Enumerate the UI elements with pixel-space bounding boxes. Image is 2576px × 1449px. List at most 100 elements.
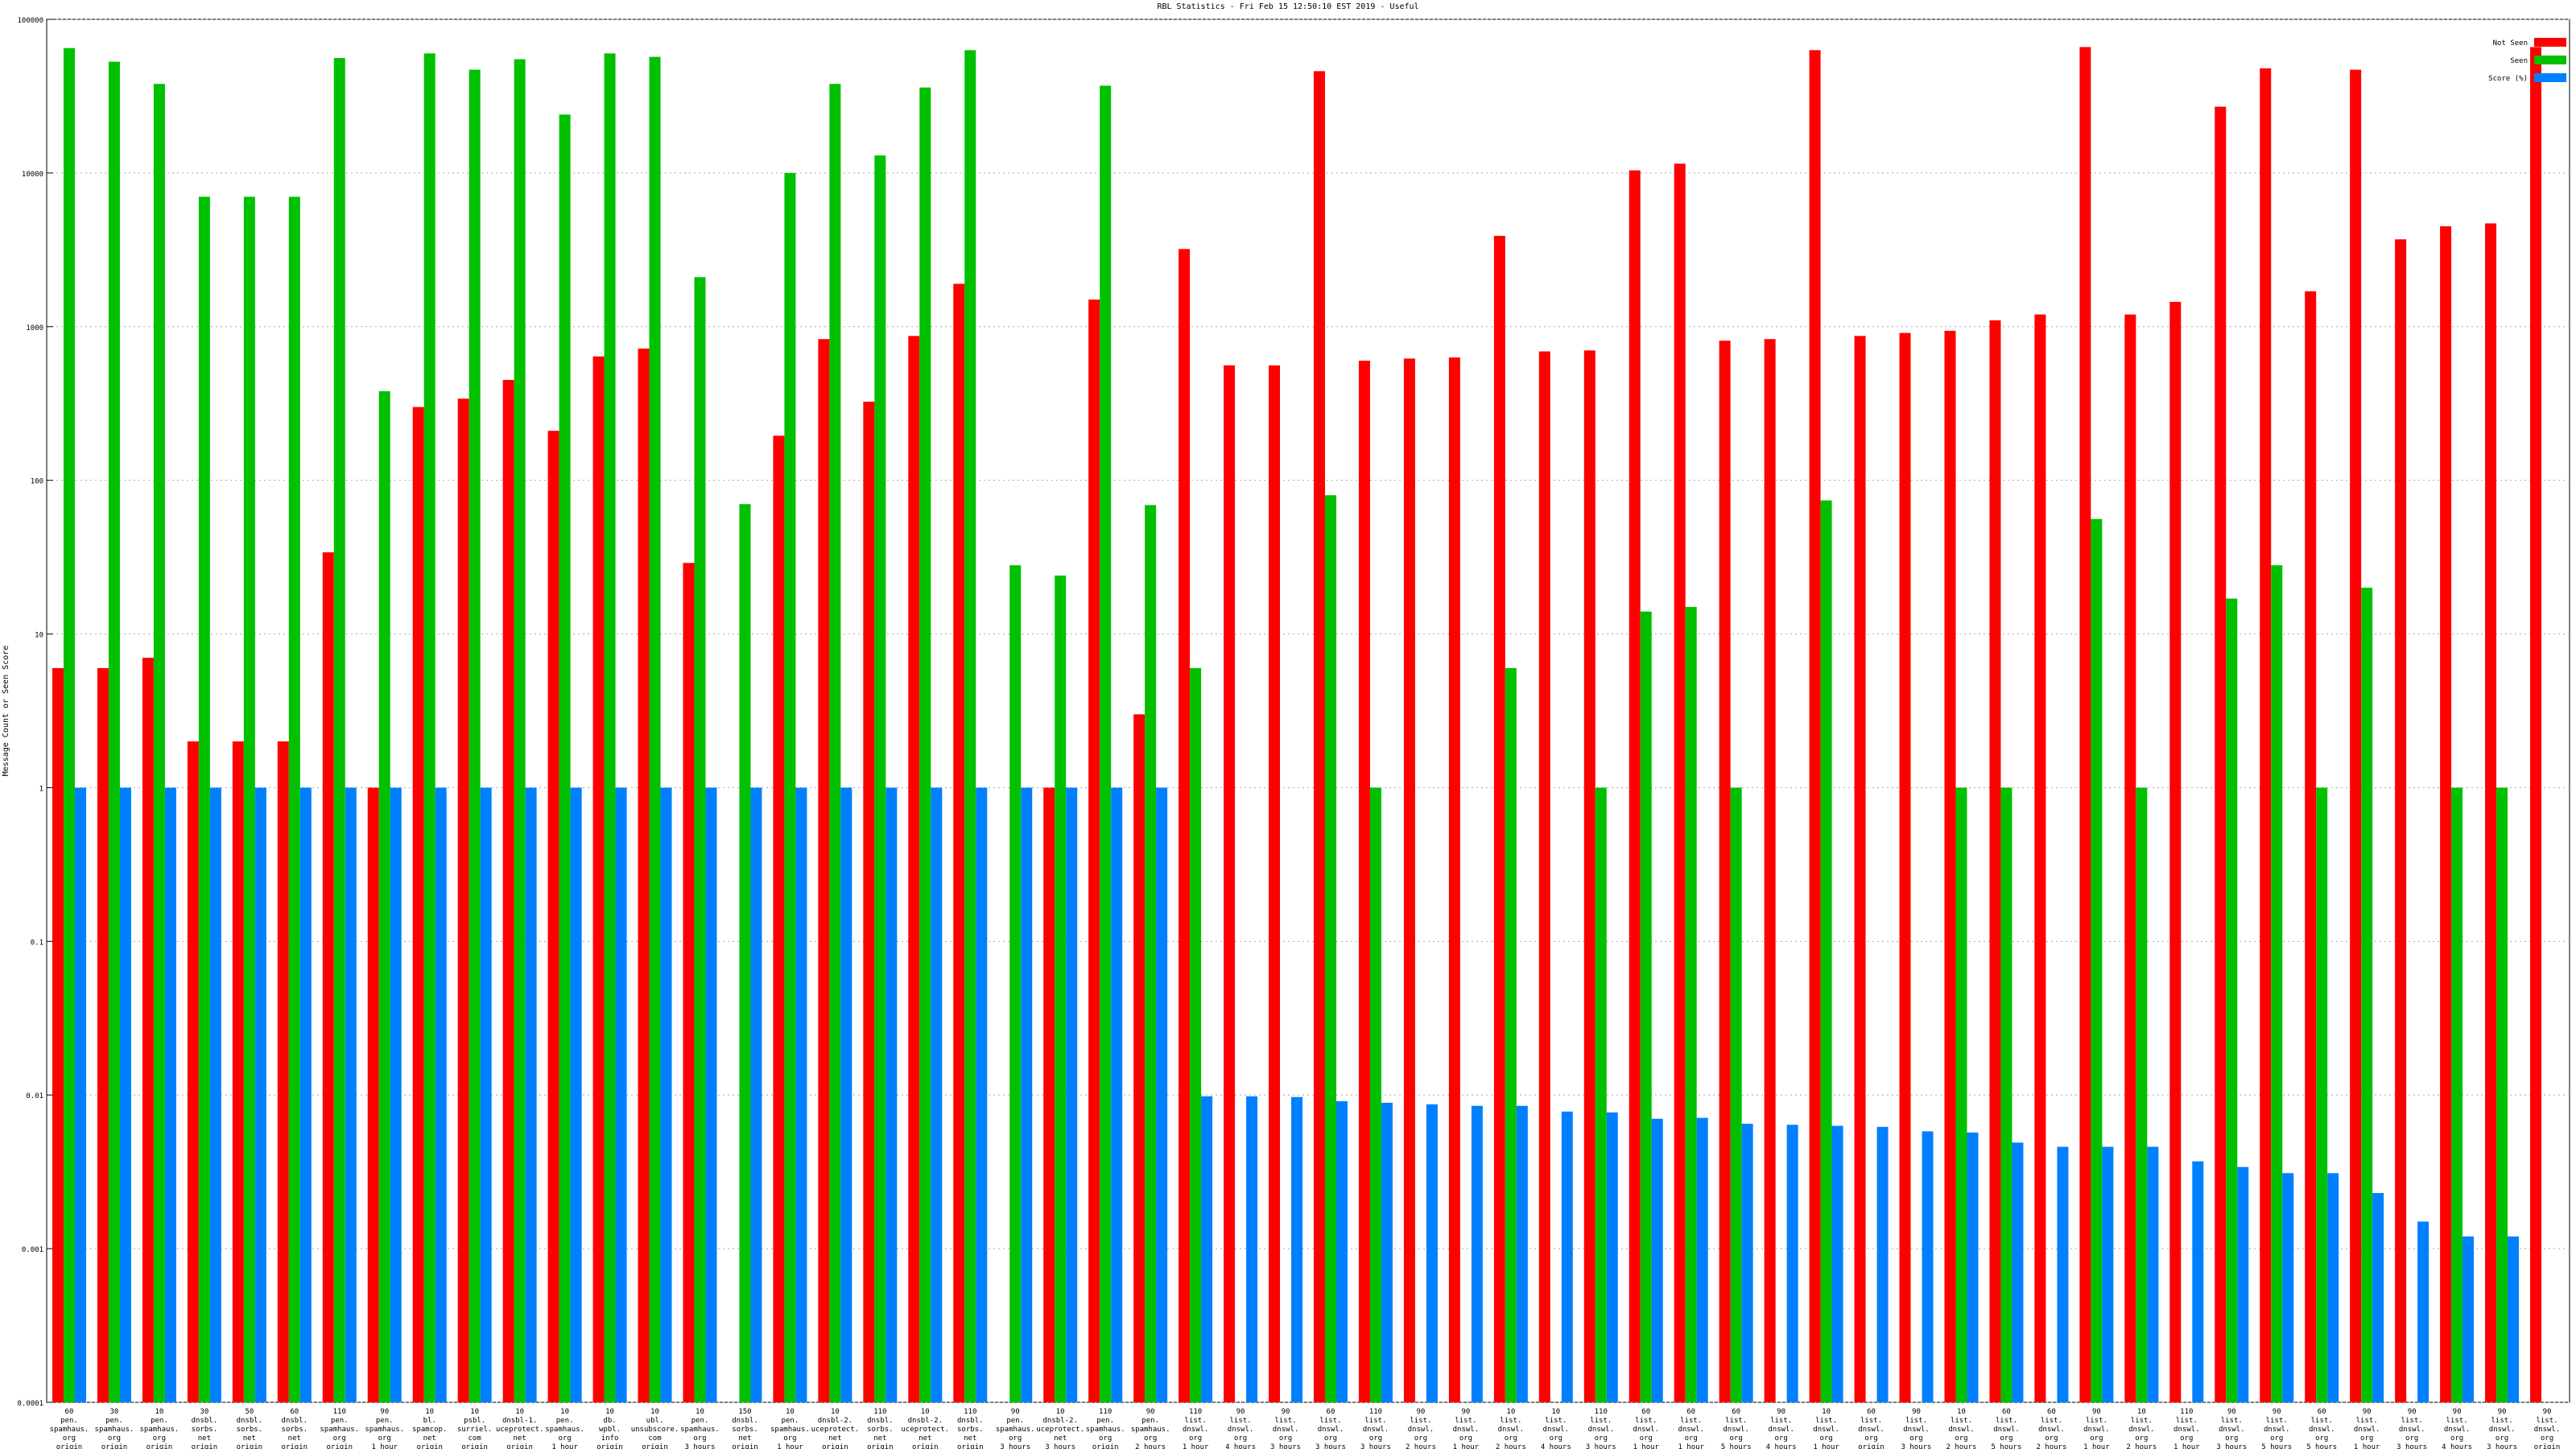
bar [2102,1146,2114,1402]
bar [153,84,165,1403]
x-tick-label-line: 10 [831,1408,840,1416]
x-tick-label-line: 60 [1686,1408,1695,1416]
bar [2226,598,2238,1402]
x-tick-label-line: pen. [1096,1417,1114,1425]
x-tick-label-line: 60 [1867,1408,1876,1416]
x-tick-label: 110 list. dnswl. org 3 hours [1360,1408,1391,1449]
x-tick-label-line: net [198,1435,211,1443]
x-tick-label-line: 10 [470,1408,479,1416]
bar [469,69,481,1402]
x-tick-label-line: dnswl. [2264,1426,2290,1434]
x-tick-label-line: spamhaus. [365,1426,404,1434]
x-tick-label-line: 1 hour [371,1443,398,1449]
x-tick-label-line: pen. [782,1417,799,1425]
bar [1505,667,1517,1402]
x-tick-label-line: 30 [110,1408,119,1416]
x-tick-label-line: 90 [1777,1408,1785,1416]
x-tick-label-line: org [2405,1435,2418,1443]
x-tick-label-line: list. [1590,1417,1612,1425]
x-tick-label: 90 pen. spamhaus. org 1 hour [365,1408,404,1449]
x-tick-label: 30 dnsbl. sorbs. net origin [192,1408,218,1449]
x-tick-label-line: list. [2446,1417,2468,1425]
x-tick-label-line: dnswl. [2399,1426,2425,1434]
x-tick-label-line: spamhaus. [996,1426,1035,1434]
x-tick-label-line: 10 [786,1408,795,1416]
x-tick-label: 10 dnsbl-2. uceprotect. net origin [811,1408,860,1449]
x-tick-label-line: dnswl. [1318,1426,1344,1434]
x-tick-label-line: 90 [380,1408,389,1416]
x-tick-label-line: org [1774,1435,1787,1443]
x-tick-label-line: dnswl. [1993,1426,2020,1434]
x-tick-label-line: org [2496,1435,2508,1443]
bar [2361,588,2373,1402]
x-tick-label-line: 5 hours [1721,1443,1752,1449]
x-tick-label-line: dnswl. [1273,1426,1299,1434]
x-tick-label-line: org [1595,1435,1608,1443]
bar [2260,68,2272,1402]
x-tick-label-line: spamhaus. [140,1426,180,1434]
bar [2417,1221,2429,1402]
x-tick-label-line: 60 [1327,1408,1335,1416]
bar [829,84,841,1403]
bar [1955,787,1967,1402]
x-tick-label: 10 pen. spamhaus. org origin [140,1408,180,1449]
x-tick-label-line: org [2180,1435,2193,1443]
x-tick-label-line: 60 [2318,1408,2326,1416]
x-tick-label: 60 list. dnswl. org 5 hours [1721,1408,1752,1449]
x-tick-label-line: db. [603,1417,616,1425]
x-tick-label-line: org [1685,1435,1698,1443]
x-tick-label-line: list. [1996,1417,2017,1425]
x-tick-label-line: net [873,1435,886,1443]
x-tick-label-line: dnswl. [2038,1426,2065,1434]
bar [1426,1104,1438,1402]
x-tick-label-line: pen. [556,1417,574,1425]
x-tick-label-line: spamhaus. [770,1426,810,1434]
x-tick-label-line: origin [147,1443,173,1449]
x-tick-label-line: 90 [1282,1408,1290,1416]
x-tick-label-line: 90 [1416,1408,1425,1416]
x-tick-label-line: org [1505,1435,1517,1443]
bar [2508,1236,2520,1402]
x-tick-label-line: 10 [425,1408,434,1416]
bar [874,155,886,1402]
chart-title: RBL Statistics - Fri Feb 15 12:50:10 EST… [1157,2,1418,11]
x-tick-label: 110 list. dnswl. org 1 hour [1183,1408,1209,1449]
x-tick-label-line: dnswl. [2489,1426,2516,1434]
bar [1685,606,1697,1402]
x-tick-label-line: uceprotect. [1036,1426,1084,1434]
bar [2496,787,2508,1402]
bar [739,504,751,1402]
x-tick-label-line: psbl. [464,1417,485,1425]
bar [299,787,312,1402]
x-tick-label-line: origin [957,1443,984,1449]
bar [1640,611,1652,1402]
bar [1651,1118,1663,1402]
x-tick-label-line: 1 hour [2174,1443,2200,1449]
x-tick-label-line: org [693,1435,706,1443]
x-tick-label-line: origin [642,1443,668,1449]
x-tick-label-line: 90 [2227,1408,2236,1416]
bar [243,196,255,1402]
x-tick-label-line: org [783,1435,796,1443]
x-tick-label-line: origin [56,1443,83,1449]
x-tick-label-line: 3 hours [2216,1443,2247,1449]
x-tick-label-line: 10 [921,1408,930,1416]
bar [209,787,221,1402]
x-tick-label: 60 list. dnswl. org 1 hour [1678,1408,1704,1449]
bar [649,56,661,1402]
bar [1876,1126,1889,1402]
x-tick-label-line: org [558,1435,571,1443]
x-tick-label-line: 110 [873,1408,886,1416]
x-tick-label: 60 dnsbl. sorbs. net origin [282,1408,308,1449]
x-tick-label-line: 90 [1146,1408,1155,1416]
x-tick-label-line: org [2360,1435,2373,1443]
x-tick-label-line: 150 [738,1408,751,1416]
bar [1606,1112,1618,1402]
x-tick-label-line: dnswl. [1633,1426,1659,1434]
x-tick-label-line: list. [1364,1417,1386,1425]
x-tick-label-line: org [1864,1435,1877,1443]
x-tick-label-line: dnswl. [1813,1426,1839,1434]
bar [2327,1173,2339,1402]
x-tick-label-line: spamhaus. [1131,1426,1170,1434]
legend-label: Seen [2510,57,2528,65]
